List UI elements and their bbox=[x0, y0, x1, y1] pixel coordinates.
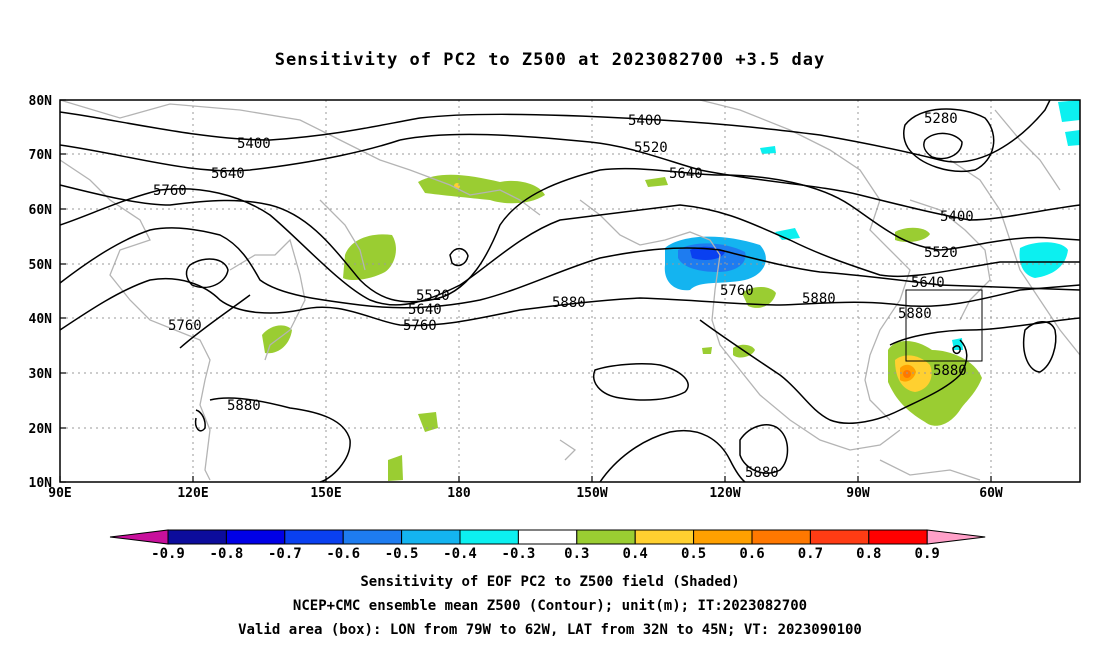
colorbar-swatch bbox=[517, 529, 578, 545]
contour-label: 5640 bbox=[911, 275, 945, 291]
contour-label: 5520 bbox=[416, 288, 450, 304]
contour-label: 5520 bbox=[634, 140, 668, 156]
contour-label: 5760 bbox=[720, 283, 754, 299]
tick-marks bbox=[59, 99, 992, 483]
contour-label: 5400 bbox=[237, 136, 271, 152]
colorbar-swatch bbox=[751, 529, 811, 545]
contour-label: 5760 bbox=[403, 318, 437, 334]
z500-contours bbox=[59, 99, 1081, 483]
lon-label: 150E bbox=[310, 486, 341, 501]
latitude-labels: 80N 70N 60N 50N 40N 30N 20N 10N bbox=[29, 94, 53, 491]
colorbar-label: 0.7 bbox=[798, 546, 823, 562]
lon-label: 120E bbox=[177, 486, 208, 501]
contour-label: 5400 bbox=[628, 113, 662, 129]
contour-label: 5640 bbox=[669, 166, 703, 182]
lat-label: 50N bbox=[29, 258, 53, 273]
colorbar-swatch bbox=[809, 529, 870, 545]
contour-labels: 5400 5280 5400 5520 5400 5640 5520 5760 … bbox=[153, 111, 974, 414]
colorbar-swatch bbox=[167, 529, 227, 545]
colorbar-swatch bbox=[576, 529, 636, 545]
colorbar-swatch bbox=[225, 529, 286, 545]
map-title: Sensitivity of PC2 to Z500 at 2023082700… bbox=[274, 50, 826, 70]
lon-label: 180 bbox=[447, 486, 471, 501]
contour-label: 5640 bbox=[408, 302, 442, 318]
colorbar-label: -0.5 bbox=[385, 546, 419, 562]
caption-line-2: NCEP+CMC ensemble mean Z500 (Contour); u… bbox=[292, 598, 808, 614]
contour-label: 5640 bbox=[211, 166, 245, 182]
contour-label-5880-south: 5880 bbox=[745, 465, 779, 481]
lat-label: 70N bbox=[29, 148, 53, 163]
contour-label: 5400 bbox=[940, 209, 974, 225]
lat-label: 10N bbox=[29, 476, 53, 491]
caption-line-1: Sensitivity of EOF PC2 to Z500 field (Sh… bbox=[360, 574, 740, 590]
colorbar-label: -0.9 bbox=[151, 546, 185, 562]
colorbar-label: 0.8 bbox=[856, 546, 881, 562]
lon-label: 150W bbox=[576, 486, 607, 501]
coastlines bbox=[59, 99, 1081, 481]
longitude-labels: 90E 120E 150E 180 150W 120W 90W 60W bbox=[48, 486, 1003, 501]
colorbar-label: -0.6 bbox=[326, 546, 360, 562]
lat-label: 40N bbox=[29, 312, 53, 327]
contour-label: 5880 bbox=[933, 363, 967, 379]
grid bbox=[60, 100, 1080, 482]
colorbar-label: 0.6 bbox=[739, 546, 764, 562]
colorbar-label: 0.4 bbox=[623, 546, 648, 562]
colorbar-swatch bbox=[401, 529, 461, 545]
contour-label: 5280 bbox=[924, 111, 958, 127]
colorbar-label: -0.8 bbox=[210, 546, 244, 562]
colorbar-label: -0.3 bbox=[502, 546, 536, 562]
lon-label: 90E bbox=[48, 486, 71, 501]
colorbar-label: 0.5 bbox=[681, 546, 706, 562]
lon-label: 60W bbox=[979, 486, 1003, 501]
lat-label: 80N bbox=[29, 94, 53, 109]
colorbar-label: -0.4 bbox=[443, 546, 477, 562]
colorbar-swatch bbox=[634, 529, 695, 545]
contour-label: 5880 bbox=[802, 291, 836, 307]
colorbar-swatch bbox=[693, 529, 753, 545]
colorbar: -0.9 -0.8 -0.7 -0.6 -0.5 -0.4 -0.3 0.3 0.4 0.5 0.6… bbox=[109, 529, 986, 562]
colorbar-label: 0.3 bbox=[564, 546, 589, 562]
colorbar-label: 0.9 bbox=[915, 546, 940, 562]
contour-label: 5880 bbox=[552, 295, 586, 311]
lat-label: 60N bbox=[29, 203, 53, 218]
lon-label: 90W bbox=[846, 486, 870, 501]
contour-label: 5520 bbox=[924, 245, 958, 261]
colorbar-swatch bbox=[284, 529, 344, 545]
colorbar-arrow-right bbox=[926, 529, 986, 545]
lon-label: 120W bbox=[709, 486, 740, 501]
contour-label: 5760 bbox=[153, 183, 187, 199]
colorbar-swatch bbox=[342, 529, 403, 545]
contour-label: 5760 bbox=[168, 318, 202, 334]
valid-area-box bbox=[905, 289, 983, 362]
map-frame bbox=[59, 99, 1081, 483]
contour-label: 5880 bbox=[898, 306, 932, 322]
lat-label: 30N bbox=[29, 367, 53, 382]
colorbar-arrow-left bbox=[109, 529, 169, 545]
contour-label: 5880 bbox=[227, 398, 261, 414]
colorbar-label: -0.7 bbox=[268, 546, 302, 562]
caption-line-3: Valid area (box): LON from 79W to 62W, L… bbox=[238, 622, 862, 638]
colorbar-swatch bbox=[459, 529, 519, 545]
lat-label: 20N bbox=[29, 422, 53, 437]
colorbar-swatch bbox=[868, 529, 928, 545]
